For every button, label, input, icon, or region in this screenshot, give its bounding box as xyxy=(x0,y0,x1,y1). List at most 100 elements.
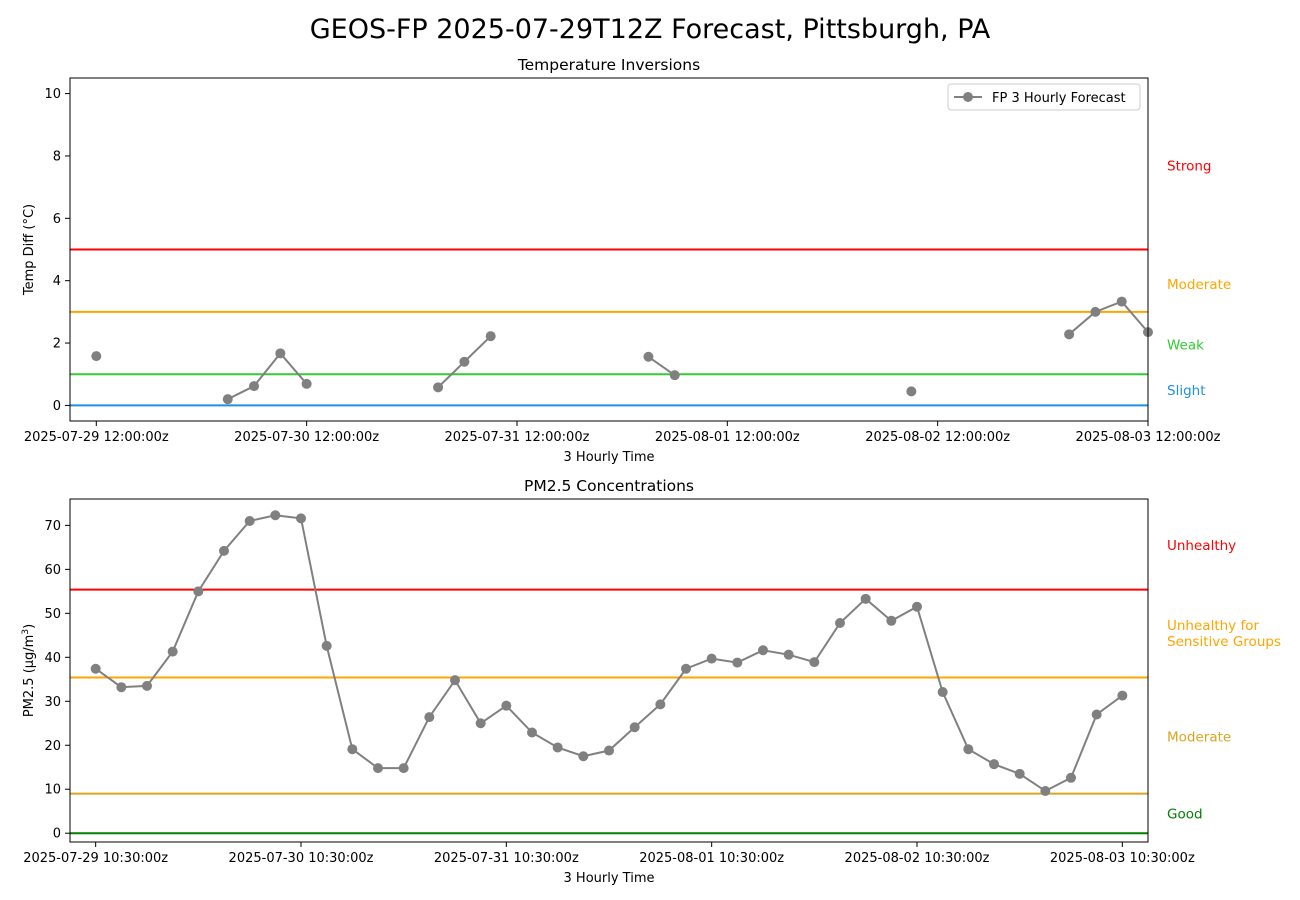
panel-title: Temperature Inversions xyxy=(517,56,700,74)
data-point-1 xyxy=(222,394,233,405)
series-line-segment-3 xyxy=(1068,300,1149,336)
data-point-0 xyxy=(90,663,101,674)
legend-label: FP 3 Hourly Forecast xyxy=(992,91,1126,106)
y-tick-label: 10 xyxy=(44,87,61,102)
temperature-inversions-panel: Temperature Inversions 0 2 4 6 8 10 2025-07-29 … xyxy=(22,56,1231,465)
data-point-2 xyxy=(142,680,152,691)
data-point-8 xyxy=(296,513,306,524)
data-point-40 xyxy=(1117,690,1128,701)
data-point-37 xyxy=(1040,785,1051,796)
data-point-5 xyxy=(219,545,229,556)
x-axis-label: 3 Hourly Time xyxy=(564,871,655,886)
data-point-10 xyxy=(906,386,917,397)
panel-title: PM2.5 Concentrations xyxy=(524,477,694,495)
series-line-segment-2 xyxy=(647,355,676,376)
data-point-11 xyxy=(1064,329,1075,340)
data-point-5 xyxy=(433,382,444,393)
data-point-27 xyxy=(783,649,794,660)
y-tick-label: 6 xyxy=(53,212,61,227)
data-point-4 xyxy=(301,378,312,389)
legend-box xyxy=(947,83,1141,111)
plot-frame xyxy=(69,77,1149,422)
data-point-31 xyxy=(886,615,897,626)
data-point-33 xyxy=(937,687,948,698)
y-tick-label: 70 xyxy=(44,519,61,534)
category-label-moderate: Moderate xyxy=(1167,277,1231,293)
data-point-1 xyxy=(116,682,127,693)
x-tick-label: 2025-07-31 12:00:00z xyxy=(445,430,590,445)
x-tick-label: 2025-07-30 10:30:00z xyxy=(229,851,374,866)
data-point-0 xyxy=(91,351,102,362)
category-label-strong: Strong xyxy=(1167,158,1212,174)
x-tick-label: 2025-08-03 10:30:00z xyxy=(1050,851,1195,866)
category-label-slight: Slight xyxy=(1167,383,1206,399)
legend-marker xyxy=(963,92,973,102)
data-point-19 xyxy=(578,751,589,762)
data-point-16 xyxy=(501,700,512,711)
data-point-11 xyxy=(373,763,383,774)
data-point-18 xyxy=(552,742,563,753)
x-tick-label: 2025-08-01 10:30:00z xyxy=(639,851,784,866)
x-axis-label: 3 Hourly Time xyxy=(564,450,655,465)
y-tick-label: 50 xyxy=(44,607,61,622)
data-point-7 xyxy=(270,510,281,521)
legend: FP 3 Hourly Forecast xyxy=(947,83,1141,111)
data-point-13 xyxy=(424,712,435,723)
data-point-38 xyxy=(1066,772,1076,783)
data-point-9 xyxy=(321,640,332,651)
category-label-unhealthy-for-sensitive-groups: Unhealthy for Sensitive Groups xyxy=(1167,618,1281,650)
data-point-15 xyxy=(475,718,486,729)
pm25-concentrations-panel: PM2.5 Concentrations 0 10 20 30 40 50 60 70 2025-… xyxy=(21,477,1281,886)
data-point-4 xyxy=(193,586,204,597)
data-point-26 xyxy=(758,645,768,656)
data-point-13 xyxy=(1116,296,1127,307)
y-tick-label: 20 xyxy=(44,739,61,754)
x-tick-label: 2025-08-03 12:00:00z xyxy=(1076,430,1221,445)
data-point-28 xyxy=(809,657,820,668)
data-point-6 xyxy=(459,356,470,367)
y-tick-label: 8 xyxy=(53,149,61,164)
data-point-8 xyxy=(643,351,654,362)
data-point-39 xyxy=(1091,709,1102,720)
x-tick-label: 2025-07-29 12:00:00z xyxy=(24,430,169,445)
data-point-30 xyxy=(860,593,871,604)
data-point-6 xyxy=(244,515,255,526)
y-tick-label: 2 xyxy=(53,337,61,352)
y-tick-label: 0 xyxy=(53,827,61,842)
data-point-3 xyxy=(167,646,178,657)
data-point-32 xyxy=(912,601,922,612)
data-point-9 xyxy=(669,370,680,381)
data-point-2 xyxy=(249,381,260,392)
x-tick-label: 2025-08-01 12:00:00z xyxy=(655,430,800,445)
data-point-3 xyxy=(275,348,286,359)
data-point-17 xyxy=(527,727,537,738)
plot-frame xyxy=(69,498,1149,843)
x-tick-label: 2025-08-02 10:30:00z xyxy=(845,851,990,866)
x-tick-label: 2025-07-30 12:00:00z xyxy=(234,430,379,445)
series-line-segment-0 xyxy=(227,351,308,401)
data-point-12 xyxy=(1090,306,1101,317)
y-tick-label: 0 xyxy=(53,399,61,414)
y-axis-label: Temp Diff (°C) xyxy=(22,204,37,296)
category-label-weak: Weak xyxy=(1167,338,1204,354)
figure-title: GEOS-FP 2025-07-29T12Z Forecast, Pittsbu… xyxy=(309,14,991,45)
category-label-unhealthy: Unhealthy xyxy=(1167,538,1236,554)
data-point-24 xyxy=(706,653,717,664)
x-tick-label: 2025-07-31 10:30:00z xyxy=(434,851,579,866)
data-point-21 xyxy=(629,722,640,733)
data-point-35 xyxy=(989,759,999,770)
data-point-20 xyxy=(604,745,614,756)
data-point-34 xyxy=(963,744,974,755)
category-label-moderate: Moderate xyxy=(1167,729,1231,745)
data-point-25 xyxy=(732,657,743,668)
data-point-10 xyxy=(347,744,358,755)
x-tick-label: 2025-08-02 12:00:00z xyxy=(865,430,1010,445)
data-point-14 xyxy=(450,675,460,686)
y-tick-label: 40 xyxy=(44,651,61,666)
data-point-22 xyxy=(655,699,666,710)
y-axis-label: PM2.5 (μg/m3) xyxy=(21,624,37,717)
data-point-23 xyxy=(681,663,691,674)
category-label-good: Good xyxy=(1167,806,1203,822)
data-point-36 xyxy=(1014,768,1025,779)
